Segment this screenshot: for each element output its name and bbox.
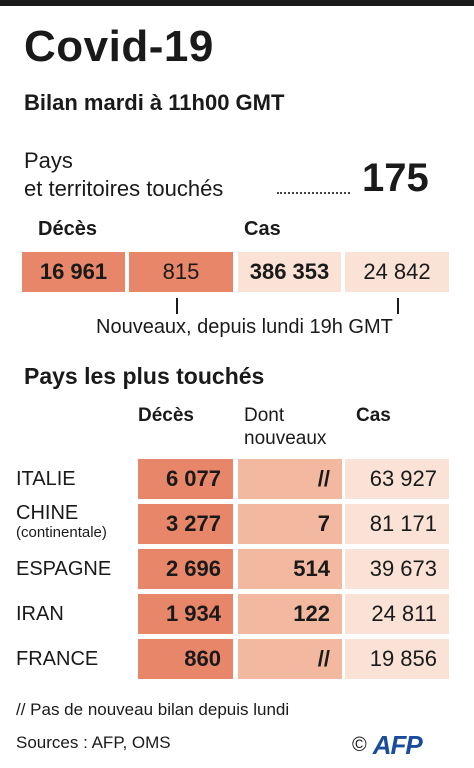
new-deaths-cell: 7 — [238, 504, 342, 544]
country-subname: (continentale) — [16, 524, 107, 541]
countries-label-line1: Pays — [24, 148, 73, 173]
new-deaths-cell: // — [238, 459, 342, 499]
new-deaths-tick — [176, 298, 178, 314]
col-new-header-line2: nouveaux — [244, 428, 327, 449]
deaths-new-box: 815 — [129, 252, 233, 292]
cases-cell: 63 927 — [345, 459, 449, 499]
countries-count: 175 — [362, 156, 429, 200]
cases-header: Cas — [244, 218, 281, 240]
new-deaths-cell: 122 — [238, 594, 342, 634]
afp-logo: AFP — [372, 730, 423, 760]
page-title: Covid-19 — [24, 22, 214, 71]
deaths-cell: 860 — [138, 639, 233, 679]
sources: Sources : AFP, OMS — [16, 733, 171, 752]
country-label: IRAN — [16, 603, 64, 625]
countries-label-line2: et territoires touchés — [24, 176, 224, 201]
new-deaths-cell: // — [238, 639, 342, 679]
country-name: ITALIE — [16, 468, 76, 490]
section-title: Pays les plus touchés — [24, 363, 265, 389]
copyright-symbol: © — [352, 734, 367, 756]
page-subtitle: Bilan mardi à 11h00 GMT — [24, 90, 285, 115]
cases-cell: 24 811 — [345, 594, 449, 634]
dotted-leader — [277, 192, 350, 194]
deaths-cell: 6 077 — [138, 459, 233, 499]
country-label: CHINE (continentale) — [16, 502, 107, 542]
new-since-note: Nouveaux, depuis lundi 19h GMT — [96, 316, 393, 338]
col-new-header-line1: Dont — [244, 405, 285, 426]
country-label: ITALIE — [16, 468, 76, 490]
cases-cell: 39 673 — [345, 549, 449, 589]
country-name: CHINE — [16, 502, 79, 524]
cases-cell: 19 856 — [345, 639, 449, 679]
new-cases-tick — [397, 298, 399, 314]
deaths-header: Décès — [38, 218, 97, 240]
footnote: // Pas de nouveau bilan depuis lundi — [16, 700, 290, 719]
country-name: FRANCE — [16, 648, 99, 670]
top-rule — [0, 0, 474, 6]
deaths-total-box: 16 961 — [22, 252, 125, 292]
deaths-cell: 3 277 — [138, 504, 233, 544]
country-name: ESPAGNE — [16, 558, 112, 580]
cases-cell: 81 171 — [345, 504, 449, 544]
afp-credit: © AFP — [352, 730, 423, 761]
deaths-cell: 1 934 — [138, 594, 233, 634]
col-cases-header: Cas — [356, 405, 391, 426]
cases-total-box: 386 353 — [238, 252, 341, 292]
cases-new-box: 24 842 — [345, 252, 449, 292]
country-label: FRANCE — [16, 648, 98, 670]
new-deaths-cell: 514 — [238, 549, 342, 589]
deaths-cell: 2 696 — [138, 549, 233, 589]
col-deaths-header: Décès — [138, 405, 194, 426]
country-label: ESPAGNE — [16, 558, 111, 580]
country-name: IRAN — [16, 603, 64, 625]
